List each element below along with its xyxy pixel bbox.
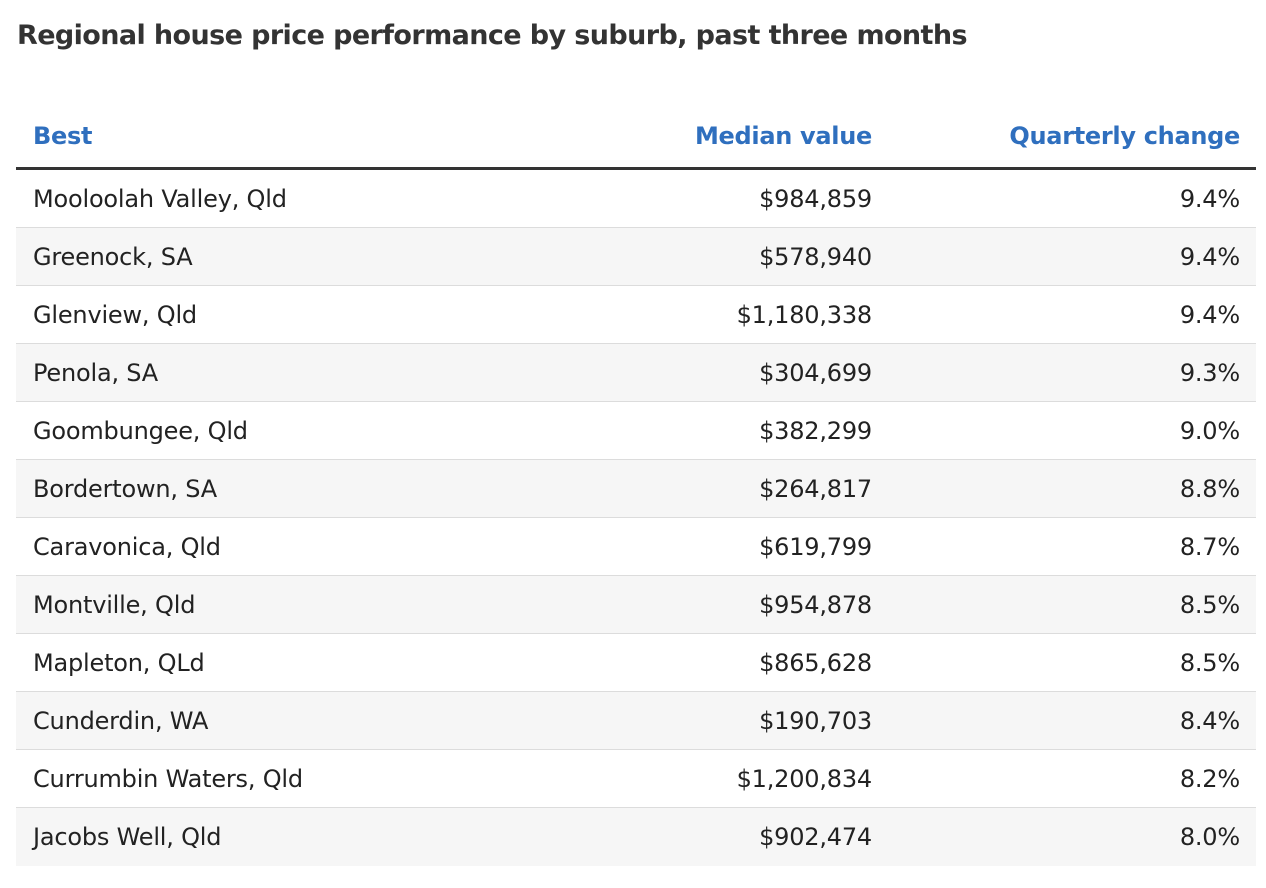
suburb-cell: Cunderdin, WA bbox=[33, 706, 209, 735]
table-row: Caravonica, Qld $619,799 8.7% bbox=[16, 518, 1256, 576]
median-value-cell: $190,703 bbox=[759, 706, 872, 735]
table-row: Mooloolah Valley, Qld $984,859 9.4% bbox=[16, 170, 1256, 228]
suburb-cell: Glenview, Qld bbox=[33, 300, 197, 329]
table-row: Mapleton, QLd $865,628 8.5% bbox=[16, 634, 1256, 692]
table-row: Greenock, SA $578,940 9.4% bbox=[16, 228, 1256, 286]
column-header-quarterly-change: Quarterly change bbox=[1009, 121, 1240, 150]
table-row: Jacobs Well, Qld $902,474 8.0% bbox=[16, 808, 1256, 866]
column-header-median-value: Median value bbox=[694, 121, 872, 150]
suburb-cell: Penola, SA bbox=[33, 358, 159, 387]
suburb-cell: Caravonica, Qld bbox=[33, 532, 221, 561]
page-title: Regional house price performance by subu… bbox=[17, 20, 968, 51]
suburb-cell: Goombungee, Qld bbox=[33, 416, 248, 445]
suburb-cell: Mapleton, QLd bbox=[33, 648, 205, 677]
median-value-cell: $619,799 bbox=[759, 532, 872, 561]
table-row: Bordertown, SA $264,817 8.8% bbox=[16, 460, 1256, 518]
quarterly-change-cell: 8.7% bbox=[1179, 532, 1240, 561]
quarterly-change-cell: 8.4% bbox=[1179, 706, 1240, 735]
suburb-cell: Currumbin Waters, Qld bbox=[33, 764, 303, 793]
suburb-cell: Jacobs Well, Qld bbox=[33, 823, 222, 851]
suburb-cell: Mooloolah Valley, Qld bbox=[33, 184, 287, 213]
table-header-row: Best Median value Quarterly change bbox=[16, 104, 1256, 170]
table-row: Goombungee, Qld $382,299 9.0% bbox=[16, 402, 1256, 460]
table-row: Montville, Qld $954,878 8.5% bbox=[16, 576, 1256, 634]
median-value-cell: $382,299 bbox=[759, 416, 872, 445]
median-value-cell: $1,200,834 bbox=[736, 764, 873, 793]
table-body: Mooloolah Valley, Qld $984,859 9.4% Gree… bbox=[16, 170, 1256, 866]
quarterly-change-cell: 9.4% bbox=[1179, 184, 1240, 213]
quarterly-change-cell: 9.4% bbox=[1179, 242, 1240, 271]
table-row: Glenview, Qld $1,180,338 9.4% bbox=[16, 286, 1256, 344]
quarterly-change-cell: 8.2% bbox=[1179, 764, 1240, 793]
table-row: Cunderdin, WA $190,703 8.4% bbox=[16, 692, 1256, 750]
median-value-cell: $304,699 bbox=[759, 358, 872, 387]
median-value-cell: $984,859 bbox=[759, 184, 872, 213]
quarterly-change-cell: 8.5% bbox=[1179, 590, 1240, 619]
median-value-cell: $865,628 bbox=[759, 648, 872, 677]
quarterly-change-cell: 8.0% bbox=[1179, 823, 1240, 851]
suburb-cell: Bordertown, SA bbox=[33, 474, 217, 503]
price-table: Best Median value Quarterly change Moolo… bbox=[16, 104, 1256, 866]
quarterly-change-cell: 8.5% bbox=[1179, 648, 1240, 677]
median-value-cell: $578,940 bbox=[759, 242, 872, 271]
quarterly-change-cell: 8.8% bbox=[1179, 474, 1240, 503]
column-header-best: Best bbox=[33, 121, 93, 150]
suburb-cell: Montville, Qld bbox=[33, 590, 196, 619]
median-value-cell: $902,474 bbox=[759, 823, 872, 851]
quarterly-change-cell: 9.3% bbox=[1179, 358, 1240, 387]
table-row: Penola, SA $304,699 9.3% bbox=[16, 344, 1256, 402]
suburb-cell: Greenock, SA bbox=[33, 242, 193, 271]
median-value-cell: $954,878 bbox=[759, 590, 872, 619]
quarterly-change-cell: 9.0% bbox=[1179, 416, 1240, 445]
table-row: Currumbin Waters, Qld $1,200,834 8.2% bbox=[16, 750, 1256, 808]
median-value-cell: $264,817 bbox=[759, 474, 872, 503]
quarterly-change-cell: 9.4% bbox=[1179, 300, 1240, 329]
median-value-cell: $1,180,338 bbox=[736, 300, 873, 329]
